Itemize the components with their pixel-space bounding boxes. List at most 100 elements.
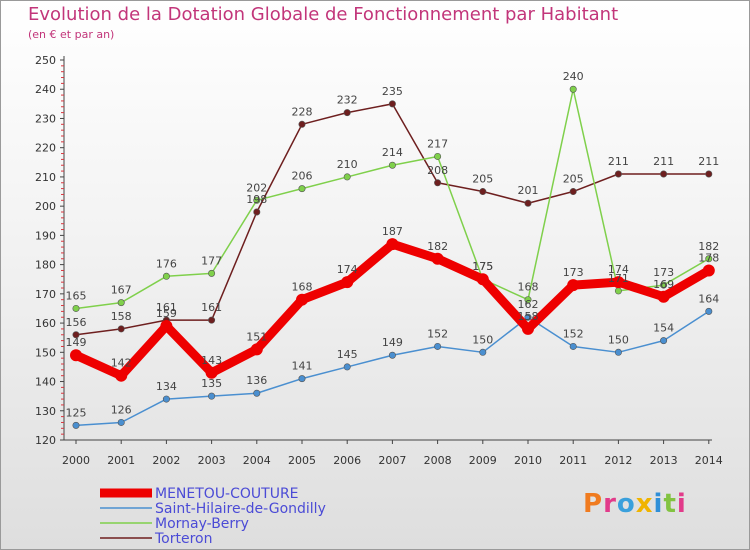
data-point <box>296 293 308 306</box>
data-label: 174 <box>337 263 358 276</box>
data-point <box>434 342 442 350</box>
data-point <box>657 290 670 303</box>
data-label: 154 <box>653 322 674 335</box>
data-label: 201 <box>518 184 539 197</box>
y-tick-label: 160 <box>35 317 56 330</box>
data-label: 198 <box>246 193 267 206</box>
data-label: 150 <box>472 333 493 346</box>
legend-label: Saint-Hilaire-de-Gondilly <box>155 501 326 517</box>
data-point <box>298 185 306 193</box>
data-point <box>660 281 668 289</box>
data-label: 205 <box>472 173 493 186</box>
data-label: 152 <box>427 327 448 340</box>
x-tick-label: 2009 <box>469 454 497 467</box>
data-label: 151 <box>246 330 267 343</box>
x-tick-label: 2000 <box>62 454 90 467</box>
data-label: 211 <box>653 155 674 168</box>
y-tick-label: 240 <box>35 83 56 96</box>
data-point <box>253 208 261 216</box>
data-label: 178 <box>698 251 719 264</box>
data-label: 126 <box>111 403 132 416</box>
data-point <box>569 188 577 196</box>
data-point <box>479 188 487 196</box>
data-label: 211 <box>698 155 719 168</box>
data-label: 211 <box>608 155 629 168</box>
data-point <box>208 269 216 277</box>
x-tick-label: 2003 <box>198 454 226 467</box>
data-label: 210 <box>337 158 358 171</box>
data-point <box>569 342 577 350</box>
y-tick-label: 220 <box>35 142 56 155</box>
chart-legend: MENETOU-COUTURESaint-Hilaire-de-Gondilly… <box>100 486 326 547</box>
data-point <box>208 316 216 324</box>
x-tick-label: 2005 <box>288 454 316 467</box>
data-label: 168 <box>518 281 539 294</box>
data-label: 202 <box>246 181 267 194</box>
data-point <box>702 264 715 277</box>
data-label: 136 <box>246 374 267 387</box>
data-point <box>253 196 261 204</box>
data-label: 145 <box>337 348 358 361</box>
y-tick-label: 130 <box>35 405 56 418</box>
data-label: 141 <box>292 360 313 373</box>
data-point <box>386 238 399 251</box>
data-label: 167 <box>111 284 132 297</box>
data-label: 164 <box>698 292 719 305</box>
x-tick-label: 2012 <box>604 454 632 467</box>
y-tick-label: 200 <box>35 200 56 213</box>
chart-subtitle: (en € et par an) <box>28 28 115 41</box>
data-label: 171 <box>608 272 629 285</box>
data-point <box>388 100 396 108</box>
data-point <box>162 395 170 403</box>
chart-series <box>70 85 715 429</box>
data-label: 150 <box>608 333 629 346</box>
data-label: 143 <box>201 354 222 367</box>
y-tick-label: 170 <box>35 288 56 301</box>
data-point <box>117 299 125 307</box>
data-label: 168 <box>292 281 313 294</box>
data-point <box>72 421 80 429</box>
data-label: 175 <box>472 260 493 273</box>
data-point <box>524 199 532 207</box>
data-label: 173 <box>653 266 674 279</box>
y-tick-label: 210 <box>35 171 56 184</box>
chart-title: Evolution de la Dotation Globale de Fonc… <box>28 4 619 25</box>
data-point <box>434 179 442 187</box>
data-point <box>705 170 713 178</box>
data-label: 175 <box>472 260 493 273</box>
data-point <box>660 337 668 345</box>
data-label: 176 <box>156 257 177 270</box>
data-label: 232 <box>337 94 358 107</box>
chart-axes: 120 130 140 150 160 170 180 190 200 210 220 230 240 2… <box>35 54 723 467</box>
data-point <box>208 392 216 400</box>
data-point <box>612 276 625 289</box>
data-label: 208 <box>427 164 448 177</box>
data-point <box>70 349 82 362</box>
series-line-torteron <box>75 103 710 336</box>
data-point <box>343 363 351 371</box>
proxiti-logo: Proxiti <box>583 489 687 519</box>
data-point <box>705 307 713 315</box>
data-label: 182 <box>698 240 719 253</box>
data-label: 152 <box>563 327 584 340</box>
data-label: 156 <box>66 316 87 329</box>
x-tick-label: 2010 <box>514 454 542 467</box>
data-point <box>253 389 261 397</box>
data-label: 182 <box>427 240 448 253</box>
y-tick-label: 250 <box>35 54 56 67</box>
x-tick-label: 2008 <box>424 454 452 467</box>
data-point <box>341 276 354 289</box>
data-point <box>205 366 218 379</box>
data-label: 169 <box>653 278 674 291</box>
data-label: 206 <box>292 170 313 183</box>
data-label: 217 <box>427 137 448 150</box>
data-point <box>614 287 622 295</box>
data-point <box>479 348 487 356</box>
data-point <box>115 369 128 382</box>
data-point <box>388 351 396 359</box>
data-label: 162 <box>518 298 539 311</box>
x-tick-label: 2001 <box>107 454 135 467</box>
y-tick-label: 180 <box>35 259 56 272</box>
data-point <box>431 252 444 265</box>
